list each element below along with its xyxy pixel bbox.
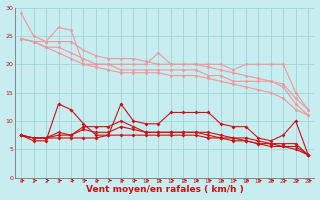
- X-axis label: Vent moyen/en rafales ( km/h ): Vent moyen/en rafales ( km/h ): [86, 185, 244, 194]
